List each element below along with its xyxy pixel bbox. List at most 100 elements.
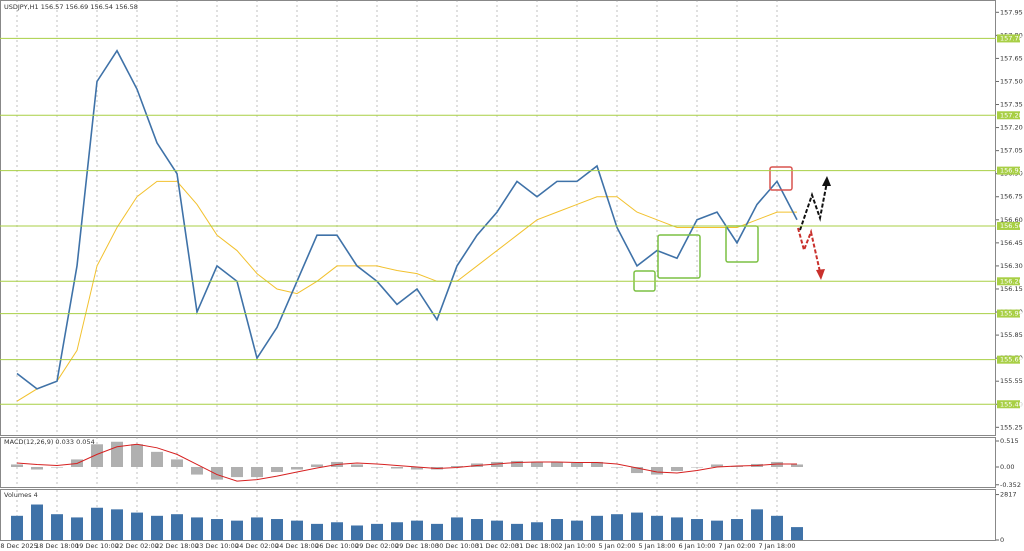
x-tick-label: 7 Jan 02:00 — [718, 542, 755, 550]
bar — [51, 466, 63, 468]
bar — [571, 520, 583, 540]
x-tick-label: 24 Dec 18:00 — [275, 542, 319, 550]
level-label-box — [997, 34, 1020, 43]
level-label: 155.99 — [1000, 310, 1023, 318]
bar — [431, 523, 443, 540]
bar — [411, 520, 423, 540]
x-tick-label: 23 Dec 10:00 — [195, 542, 239, 550]
x-tick-label: 5 Jan 18:00 — [638, 542, 675, 550]
bar — [91, 444, 103, 467]
bar — [211, 519, 223, 540]
bar — [171, 459, 183, 467]
signal-line — [16, 443, 797, 482]
y-tick-label: 157.95 — [1000, 8, 1023, 16]
bearish-arrow — [797, 227, 821, 273]
level-label: 157.78 — [1000, 34, 1023, 42]
bar — [251, 517, 263, 540]
y-tick-label: -0.352 — [1000, 481, 1021, 489]
x-tick-label: 31 Dec 02:00 — [475, 542, 519, 550]
y-tick-label: 0 — [1000, 536, 1004, 544]
bar — [611, 466, 623, 468]
level-label-box — [997, 355, 1020, 364]
arrow-head — [822, 176, 831, 186]
bar — [511, 523, 523, 540]
bar — [691, 466, 703, 468]
macd-frame — [0, 437, 996, 488]
level-label: 156.20 — [1000, 277, 1023, 285]
volume-frame — [0, 489, 996, 541]
bar — [611, 514, 623, 540]
level-label-box — [997, 309, 1020, 318]
y-tick-label: 157.05 — [1000, 147, 1023, 155]
x-tick-label: 18 Dec 18:00 — [35, 542, 79, 550]
y-tick-label: 157.50 — [1000, 77, 1023, 85]
bar — [531, 522, 543, 540]
bar — [251, 466, 263, 478]
price-line — [16, 49, 798, 390]
bar — [551, 519, 563, 540]
x-tick-label: 31 Dec 18:00 — [515, 542, 559, 550]
level-label-box — [997, 166, 1020, 175]
bar — [551, 461, 563, 467]
level-label-box — [997, 277, 1020, 286]
bar — [651, 515, 663, 540]
bar — [311, 464, 323, 467]
bar — [311, 523, 323, 540]
y-tick-label: 0.00 — [1000, 463, 1014, 471]
y-tick-label: 157.20 — [1000, 124, 1023, 132]
x-tick-label: 29 Dec 02:00 — [355, 542, 399, 550]
arrow-head — [816, 269, 825, 280]
bar — [231, 466, 243, 478]
x-tick-label: 5 Jan 02:00 — [598, 542, 635, 550]
bar — [671, 517, 683, 540]
level-label-box — [997, 400, 1020, 409]
bar — [751, 509, 763, 540]
bar — [511, 460, 523, 467]
bar — [291, 466, 303, 470]
price-line — [16, 180, 797, 402]
x-tick-label: 29 Dec 18:00 — [395, 542, 439, 550]
x-tick-label: 30 Dec 10:00 — [435, 542, 479, 550]
bar — [671, 466, 683, 472]
bar — [331, 522, 343, 540]
x-tick-label: 2 Jan 10:00 — [558, 542, 595, 550]
bar — [371, 523, 383, 540]
bar — [631, 466, 643, 474]
y-tick-label: 156.60 — [1000, 216, 1023, 224]
bar — [151, 451, 163, 467]
bar — [491, 461, 503, 467]
bar — [771, 515, 783, 540]
bar — [131, 444, 143, 467]
bar — [231, 520, 243, 540]
y-tick-label: 155.25 — [1000, 423, 1023, 431]
bar — [591, 461, 603, 467]
x-tick-label: 24 Dec 02:00 — [235, 542, 279, 550]
bar — [651, 466, 663, 475]
y-tick-label: 157.65 — [1000, 54, 1023, 62]
bar — [691, 519, 703, 540]
bar — [771, 461, 783, 467]
resistance-box — [769, 166, 793, 191]
bar — [351, 464, 363, 467]
y-tick-label: 155.55 — [1000, 377, 1023, 385]
x-tick-label: 6 Jan 10:00 — [678, 542, 715, 550]
bullish-arrow — [799, 181, 828, 231]
bar — [391, 522, 403, 540]
x-tick-label: 7 Jan 18:00 — [758, 542, 795, 550]
level-label: 155.69 — [1000, 356, 1023, 364]
support-box — [725, 225, 759, 263]
main-frame — [0, 0, 996, 436]
macd-title: MACD(12,26,9) 0.033 0.054 — [4, 438, 95, 446]
y-tick-label: 156.75 — [1000, 193, 1023, 201]
bar — [191, 517, 203, 540]
bar — [711, 520, 723, 540]
level-label: 157.28 — [1000, 111, 1023, 119]
bar — [291, 520, 303, 540]
y-tick-label: 0.515 — [1000, 437, 1019, 445]
bar — [191, 466, 203, 475]
bar — [271, 519, 283, 540]
bar — [371, 466, 383, 468]
plot — [11, 49, 803, 540]
bar — [11, 515, 23, 540]
